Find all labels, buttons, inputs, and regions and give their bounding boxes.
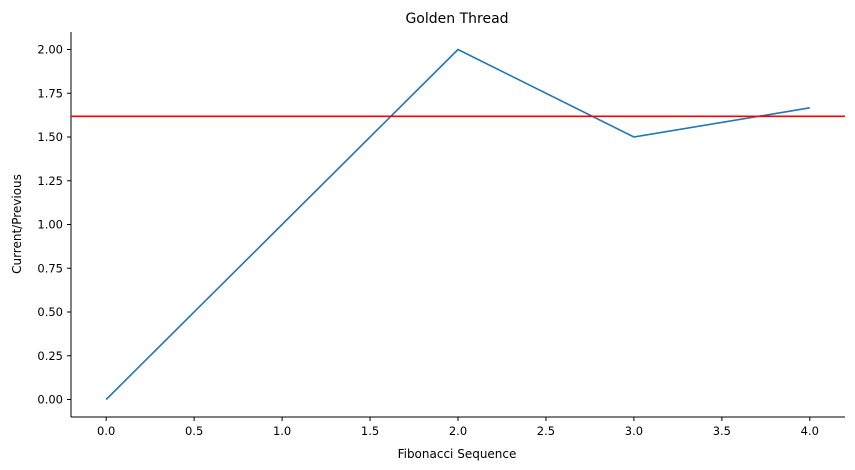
y-tick-label: 0.50 xyxy=(37,305,63,319)
y-tick-label: 0.00 xyxy=(37,393,63,407)
x-tick-label: 0.0 xyxy=(97,424,115,438)
x-tick-label: 3.5 xyxy=(713,424,731,438)
plot-area: 0.0 0.5 1.0 1.5 2.0 2.5 3.0 3.5 4.0 0.00 0.25 0.50… xyxy=(37,32,845,438)
x-tick-label: 4.0 xyxy=(801,424,819,438)
x-tick-label: 1.5 xyxy=(361,424,379,438)
y-tick-label: 1.75 xyxy=(37,86,63,100)
y-tick-label: 1.00 xyxy=(37,218,63,232)
y-tick-label: 2.00 xyxy=(37,43,63,57)
series-layer xyxy=(105,48,810,401)
x-tick-label: 0.5 xyxy=(185,424,203,438)
y-tick-label: 1.25 xyxy=(37,174,63,188)
y-tick-label: 0.75 xyxy=(37,261,63,275)
y-tick-label: 0.25 xyxy=(37,349,63,363)
chart-title: Golden Thread xyxy=(405,11,508,27)
x-tick-label: 2.5 xyxy=(537,424,555,438)
x-tick-label: 1.0 xyxy=(273,424,291,438)
x-axis-label: Fibonacci Sequence xyxy=(398,447,517,461)
series-line xyxy=(105,48,810,401)
x-tick-label: 3.0 xyxy=(625,424,643,438)
y-axis-ticks: 0.00 0.25 0.50 0.75 1.00 1.25 1.50 1.75 2.00 xyxy=(37,43,71,407)
x-tick-label: 2.0 xyxy=(449,424,467,438)
y-axis-label: Current/Previous xyxy=(10,174,24,274)
x-axis-ticks: 0.0 0.5 1.0 1.5 2.0 2.5 3.0 3.5 4.0 xyxy=(97,417,819,438)
y-tick-label: 1.50 xyxy=(37,130,63,144)
